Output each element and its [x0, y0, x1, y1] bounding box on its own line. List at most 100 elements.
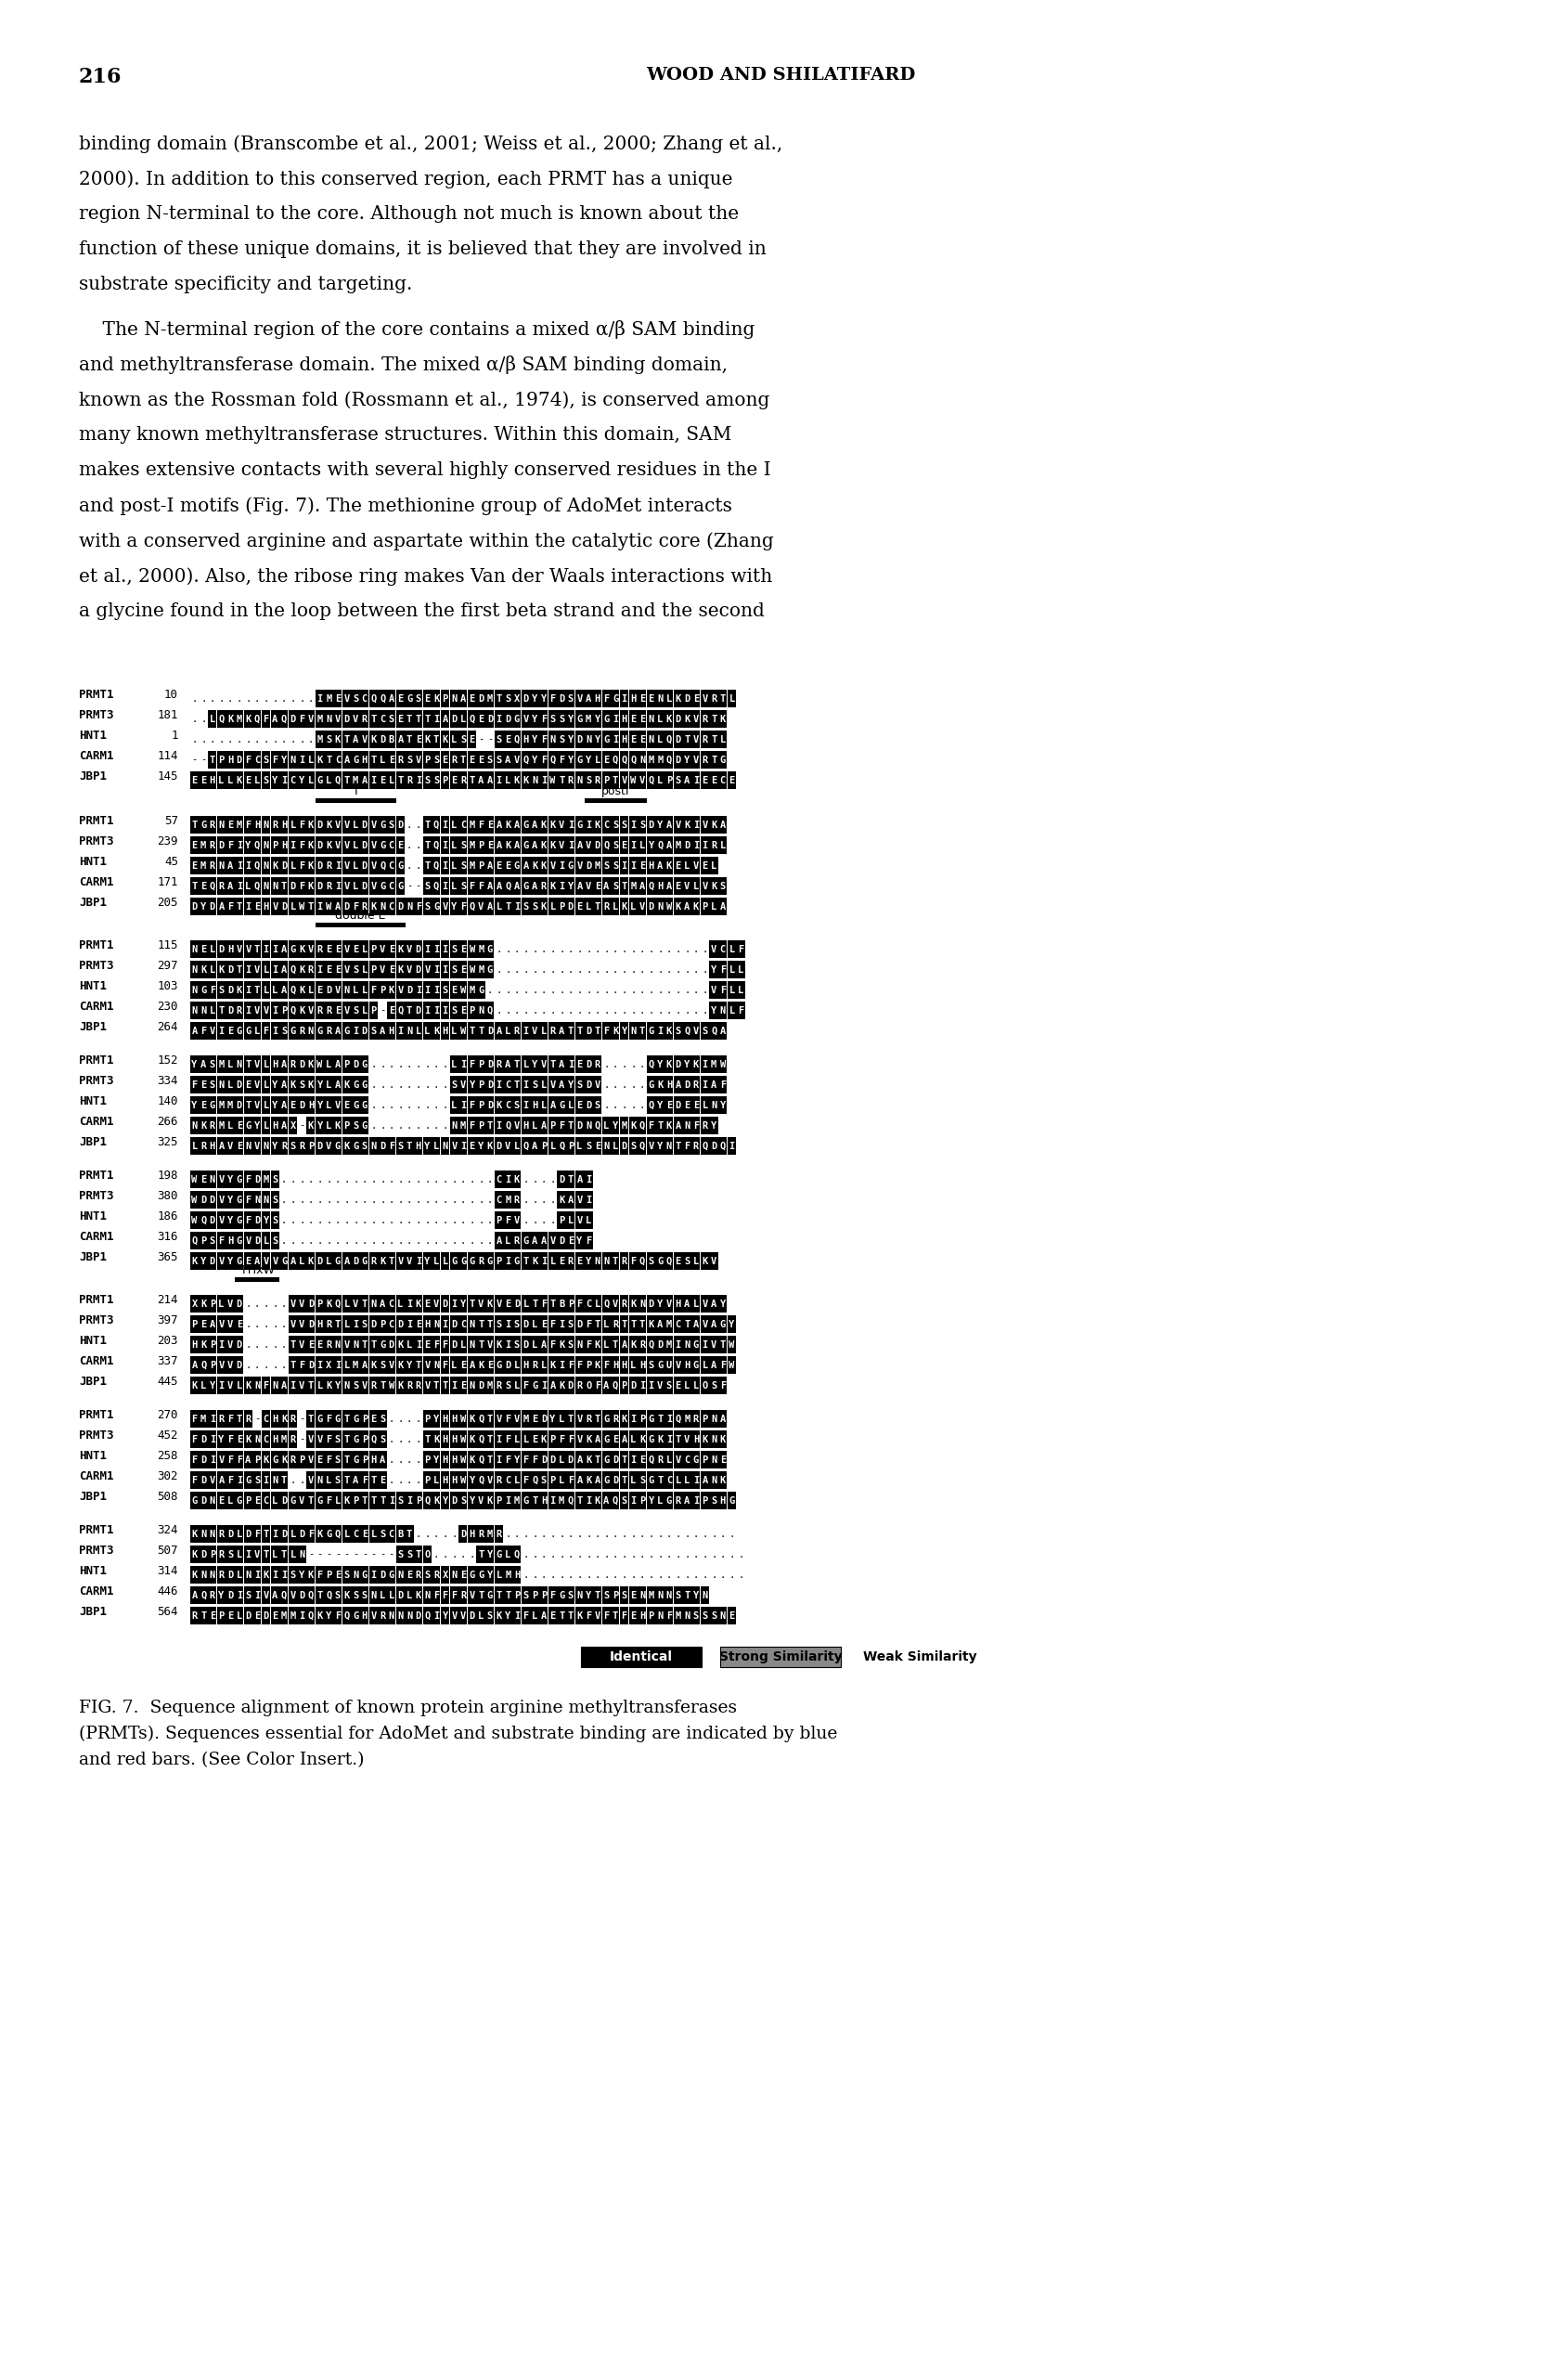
Text: X: X [442, 1571, 448, 1580]
Text: L: L [236, 1611, 242, 1621]
Text: S: S [389, 821, 395, 828]
Bar [217, 940, 225, 957]
Text: S: S [353, 1007, 359, 1014]
Bar [504, 1335, 512, 1354]
Text: F: F [245, 821, 251, 828]
Bar [226, 1233, 234, 1250]
Bar [378, 1021, 387, 1040]
Bar [244, 1492, 253, 1509]
Bar [567, 1452, 574, 1468]
Text: JBP1: JBP1 [80, 771, 106, 783]
Bar [208, 1566, 217, 1583]
Text: Y: Y [326, 1611, 331, 1621]
Bar [440, 1252, 450, 1271]
Bar [423, 1545, 431, 1564]
Bar [279, 897, 289, 916]
Text: A: A [621, 1435, 628, 1445]
Text: M: M [470, 862, 475, 871]
Text: .: . [684, 985, 690, 995]
Text: E: E [389, 964, 395, 973]
Bar [485, 1606, 495, 1626]
Text: Q: Q [470, 714, 475, 724]
Text: R: R [478, 1530, 484, 1537]
Bar [234, 1295, 244, 1311]
Bar [656, 1097, 665, 1114]
Bar [298, 771, 306, 790]
Bar [709, 1316, 718, 1333]
Text: K: K [300, 945, 304, 954]
Text: I: I [631, 1414, 637, 1423]
Bar [414, 771, 423, 790]
Bar [450, 1002, 459, 1019]
Text: V: V [264, 1257, 268, 1266]
Text: T: T [425, 840, 431, 850]
Text: .: . [621, 1571, 628, 1580]
Text: L: L [738, 964, 743, 973]
Text: E: E [336, 1007, 340, 1014]
Bar [414, 897, 423, 916]
Bar [315, 731, 325, 747]
Bar [361, 981, 368, 1000]
Bar [190, 816, 198, 833]
Text: N: N [192, 1121, 197, 1131]
Text: K: K [514, 1176, 520, 1183]
Bar [692, 690, 699, 707]
Bar [289, 1138, 297, 1154]
Text: K: K [676, 902, 681, 912]
Text: T: T [684, 735, 690, 745]
Text: L: L [200, 1380, 206, 1390]
Text: K: K [317, 1611, 323, 1621]
Bar [378, 752, 387, 769]
Bar [495, 1054, 503, 1073]
Text: F: F [720, 1361, 726, 1368]
Bar [298, 857, 306, 873]
Text: V: V [702, 1299, 707, 1309]
Text: I: I [219, 1026, 225, 1035]
Text: C: C [389, 902, 395, 912]
Text: L: L [684, 1476, 690, 1485]
Text: G: G [281, 1257, 287, 1266]
Text: D: D [209, 1216, 215, 1226]
Bar [244, 771, 253, 790]
Text: T: T [343, 1454, 350, 1464]
Text: JBP1: JBP1 [80, 1252, 106, 1264]
Bar [485, 1566, 495, 1583]
Bar [709, 878, 718, 895]
Text: D: D [343, 902, 350, 912]
Bar [593, 1116, 601, 1135]
Text: T: T [317, 1590, 323, 1599]
Bar [727, 1335, 735, 1354]
Bar [332, 690, 342, 707]
Text: G: G [290, 945, 297, 954]
Text: D: D [451, 1319, 457, 1328]
Bar [361, 816, 368, 833]
Text: .: . [612, 985, 618, 995]
Bar [701, 1054, 709, 1073]
Bar [244, 1054, 253, 1073]
Text: V: V [228, 1142, 233, 1150]
Bar [567, 1190, 574, 1209]
Text: 337: 337 [158, 1354, 178, 1366]
Text: T: T [657, 1414, 663, 1423]
Bar [332, 1076, 342, 1092]
Bar [253, 857, 261, 873]
Text: T: T [406, 714, 412, 724]
Text: V: V [478, 1497, 484, 1504]
Bar [378, 816, 387, 833]
Text: K: K [559, 1195, 565, 1204]
Text: K: K [425, 735, 431, 745]
Text: .: . [290, 1235, 297, 1245]
Text: Q: Q [478, 1454, 484, 1464]
Text: E: E [200, 776, 206, 785]
Bar [289, 709, 297, 728]
Bar [620, 857, 629, 873]
Text: .: . [434, 1121, 439, 1131]
Bar [387, 1002, 395, 1019]
Bar [603, 1606, 610, 1626]
Text: T: T [245, 1059, 251, 1069]
Bar [656, 1252, 665, 1271]
Bar [682, 709, 692, 728]
Text: .: . [549, 1195, 556, 1204]
Text: A: A [559, 1026, 565, 1035]
Text: .: . [379, 1121, 386, 1131]
